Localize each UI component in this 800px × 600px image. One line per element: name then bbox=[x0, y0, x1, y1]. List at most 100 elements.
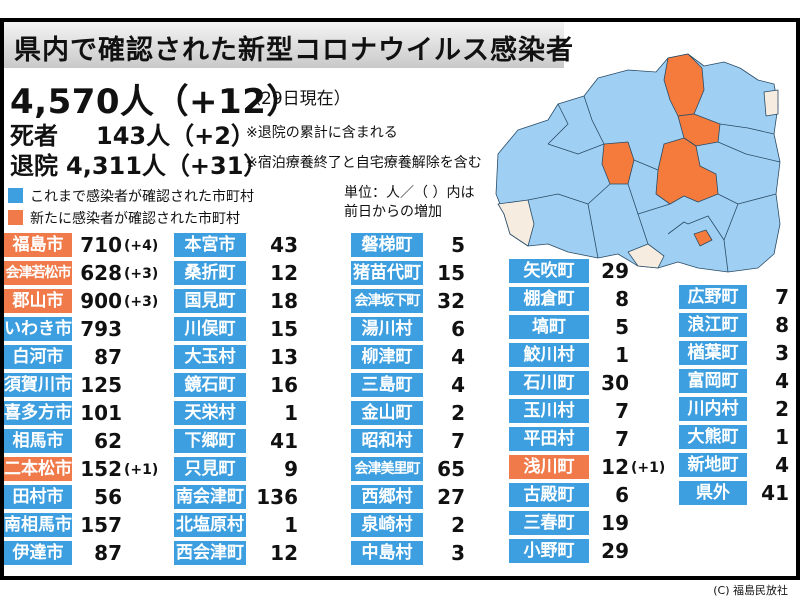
case-count: 793 bbox=[80, 317, 122, 341]
case-count: 27 bbox=[437, 485, 465, 509]
case-count: 41 bbox=[761, 481, 789, 505]
map-region-new-nihonmatsu-koriyama bbox=[655, 137, 719, 205]
table-row: 郡山市 900 (+3) bbox=[4, 288, 170, 313]
municipality-name: 西郷村 bbox=[351, 485, 423, 509]
case-count: 8 bbox=[775, 313, 789, 337]
legend-new-label: 新たに感染者が確認された市町村 bbox=[30, 211, 240, 227]
case-count: 2 bbox=[775, 397, 789, 421]
table-row: 平田村 7 bbox=[509, 426, 677, 451]
legend-existing-swatch bbox=[8, 188, 23, 203]
case-count: 1 bbox=[775, 425, 789, 449]
map-region-new-asakawa bbox=[693, 229, 713, 247]
table-row: 白河市 87 bbox=[4, 344, 170, 369]
deaths-value: 143人（+2） bbox=[96, 122, 255, 150]
municipality-name: 鮫川村 bbox=[509, 343, 589, 367]
case-count: 2 bbox=[451, 513, 465, 537]
table-row: 川内村 2 bbox=[679, 396, 796, 421]
case-count: 1 bbox=[615, 343, 629, 367]
municipality-name: 矢吹町 bbox=[509, 259, 589, 283]
table-row: 金山町 2 bbox=[351, 400, 513, 425]
case-count: 29 bbox=[601, 259, 629, 283]
municipality-name: 富岡町 bbox=[679, 369, 747, 393]
case-count: 136 bbox=[256, 485, 298, 509]
table-row: 県外 41 bbox=[679, 480, 796, 505]
graphic-frame: 県内で確認された新型コロナウイルス感染者 4,570人（+12） （29日現在）… bbox=[0, 18, 800, 580]
case-count: 6 bbox=[451, 317, 465, 341]
municipality-name: 昭和村 bbox=[351, 429, 423, 453]
case-count: 2 bbox=[451, 401, 465, 425]
table-row: 三島町 4 bbox=[351, 372, 513, 397]
case-count: 1 bbox=[284, 513, 298, 537]
case-count: 87 bbox=[94, 345, 122, 369]
case-count: 4 bbox=[451, 345, 465, 369]
case-count: 18 bbox=[270, 289, 298, 313]
table-row: 新地町 4 bbox=[679, 452, 796, 477]
case-count: 43 bbox=[270, 233, 298, 257]
case-count: 152 bbox=[80, 457, 122, 481]
table-row: 南会津町 136 bbox=[174, 484, 346, 509]
municipality-name: 鏡石町 bbox=[174, 373, 246, 397]
table-row: 相馬市 62 bbox=[4, 428, 170, 453]
municipality-name: 会津美里町 bbox=[351, 457, 423, 481]
municipality-name: 伊達市 bbox=[4, 541, 72, 565]
table-row: 会津美里町 65 bbox=[351, 456, 513, 481]
municipality-name: 浅川町 bbox=[509, 455, 589, 479]
municipality-name: 楢葉町 bbox=[679, 341, 747, 365]
table-row: 西会津町 12 bbox=[174, 540, 346, 565]
table-row: 下郷町 41 bbox=[174, 428, 346, 453]
municipality-name: 郡山市 bbox=[4, 289, 72, 313]
municipality-name: 大熊町 bbox=[679, 425, 747, 449]
table-row: 南相馬市 157 bbox=[4, 512, 170, 537]
table-row: 伊達市 87 bbox=[4, 540, 170, 565]
table-row: 大玉村 13 bbox=[174, 344, 346, 369]
municipality-name: 天栄村 bbox=[174, 401, 246, 425]
case-count: 13 bbox=[270, 345, 298, 369]
table-row: 泉崎村 2 bbox=[351, 512, 513, 537]
municipality-name: 柳津町 bbox=[351, 345, 423, 369]
table-row: 浅川町 12 (+1) bbox=[509, 454, 677, 479]
municipality-name: 猪苗代町 bbox=[351, 261, 423, 285]
table-row: 塙町 5 bbox=[509, 314, 677, 339]
municipality-name: 田村市 bbox=[4, 485, 72, 509]
municipality-name: 国見町 bbox=[174, 289, 246, 313]
table-row: 桑折町 12 bbox=[174, 260, 346, 285]
municipality-name: 浪江町 bbox=[679, 313, 747, 337]
case-count: 41 bbox=[270, 429, 298, 453]
municipality-name: 小野町 bbox=[509, 539, 589, 563]
case-count: 12 bbox=[601, 455, 629, 479]
case-count: 16 bbox=[270, 373, 298, 397]
case-count: 6 bbox=[615, 483, 629, 507]
map-border bbox=[527, 95, 781, 273]
table-row: 磐梯町 5 bbox=[351, 232, 513, 257]
municipality-name: 南相馬市 bbox=[4, 513, 72, 537]
case-count: 7 bbox=[615, 399, 629, 423]
case-count: 628 bbox=[80, 261, 122, 285]
case-count: 4 bbox=[775, 453, 789, 477]
discharged-note: ※宿泊療養終了と自宅療養解除を含む bbox=[246, 155, 482, 171]
case-count: 8 bbox=[615, 287, 629, 311]
table-row: 川俣町 15 bbox=[174, 316, 346, 341]
table-row: 昭和村 7 bbox=[351, 428, 513, 453]
table-row: 古殿町 6 bbox=[509, 482, 677, 507]
municipality-name: 平田村 bbox=[509, 427, 589, 451]
map-region-none-coast bbox=[763, 89, 779, 117]
case-count: 15 bbox=[270, 317, 298, 341]
municipality-name: 三春町 bbox=[509, 511, 589, 535]
municipality-name: 会津坂下町 bbox=[351, 289, 423, 313]
case-count: 9 bbox=[284, 457, 298, 481]
case-count: 19 bbox=[601, 511, 629, 535]
map-region-base bbox=[495, 53, 781, 273]
case-count: 12 bbox=[270, 541, 298, 565]
table-row: 須賀川市 125 bbox=[4, 372, 170, 397]
table-row: 会津若松市 628 (+3) bbox=[4, 260, 170, 285]
table-row: 只見町 9 bbox=[174, 456, 346, 481]
municipality-name: 会津若松市 bbox=[4, 261, 72, 285]
table-row: 西郷村 27 bbox=[351, 484, 513, 509]
table-row: 富岡町 4 bbox=[679, 368, 796, 393]
table-row: 鏡石町 16 bbox=[174, 372, 346, 397]
municipality-name: 喜多方市 bbox=[4, 401, 72, 425]
case-count: 3 bbox=[775, 341, 789, 365]
table-row: 田村市 56 bbox=[4, 484, 170, 509]
table-row: 二本松市 152 (+1) bbox=[4, 456, 170, 481]
table-row: 湯川村 6 bbox=[351, 316, 513, 341]
